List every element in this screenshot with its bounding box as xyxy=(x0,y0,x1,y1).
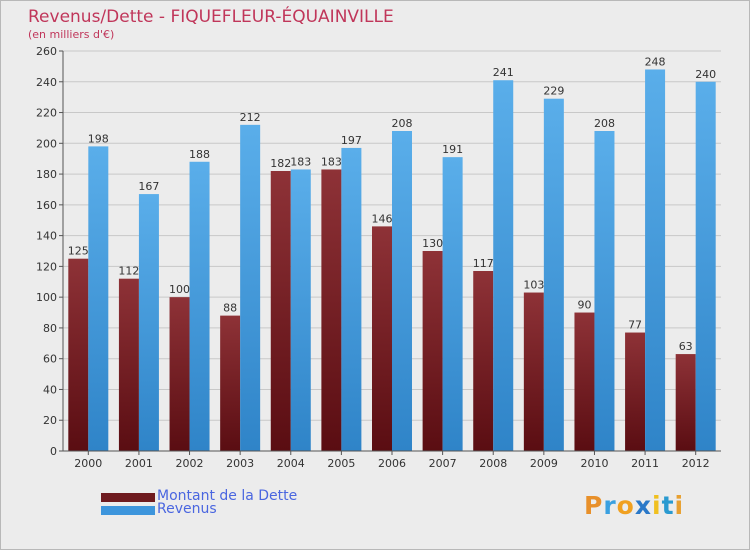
bar-dette xyxy=(422,251,443,451)
bar-dette xyxy=(169,297,190,451)
axes: 0 20 40 60 80 100 120 140 160 180 200 220 240 260 2000… xyxy=(36,45,721,470)
logo-letter: r xyxy=(603,491,617,520)
x-tick-label: 2007 xyxy=(429,457,457,470)
bar-dette xyxy=(372,226,392,451)
logo-letter: o xyxy=(616,491,635,520)
logo-letter: x xyxy=(634,491,652,520)
bar-revenus-value-label: 198 xyxy=(88,132,109,145)
x-tick-label: 2010 xyxy=(580,457,608,470)
bar-revenus-value-label: 208 xyxy=(392,117,413,130)
bar-dette-value-label: 182 xyxy=(270,157,291,170)
y-tick-label: 100 xyxy=(36,291,57,304)
bar-revenus xyxy=(290,169,311,451)
y-tick-label: 140 xyxy=(36,230,57,243)
bar-revenus xyxy=(695,81,716,452)
logo-letter: t xyxy=(661,491,675,520)
bar-revenus-value-label: 183 xyxy=(290,155,311,168)
x-tick-label: 2002 xyxy=(176,457,204,470)
bar-revenus-value-label: 167 xyxy=(138,180,159,193)
bar-dette-value-label: 90 xyxy=(577,299,591,312)
logo-letter: P xyxy=(584,491,604,520)
bar-dette xyxy=(574,312,595,451)
logo-letter: i xyxy=(674,491,685,520)
y-tick-label: 0 xyxy=(50,445,57,458)
bar-dette xyxy=(523,292,544,451)
y-tick-label: 220 xyxy=(36,107,57,120)
bars xyxy=(68,69,716,452)
x-tick-label: 2001 xyxy=(125,457,153,470)
bar-revenus xyxy=(442,157,463,451)
bar-dette xyxy=(68,258,89,451)
bar-revenus-value-label: 208 xyxy=(594,117,615,130)
bar-dette-value-label: 125 xyxy=(68,245,89,258)
bar-dette xyxy=(625,332,646,451)
y-tick-label: 180 xyxy=(36,168,57,181)
legend-label-dette: Montant de la Dette xyxy=(157,488,298,504)
bar-revenus-value-label: 229 xyxy=(543,85,564,98)
proxiti-logo: Proxiti xyxy=(584,491,684,520)
chart-title: Revenus/Dette - FIQUEFLEUR-ÉQUAINVILLE xyxy=(28,7,394,27)
x-tick-label: 2008 xyxy=(479,457,507,470)
y-tick-label: 60 xyxy=(43,353,57,366)
bar-dette-value-label: 183 xyxy=(321,155,342,168)
bar-dette-value-label: 103 xyxy=(523,279,544,292)
bar-dette-value-label: 77 xyxy=(628,319,642,332)
bar-dette xyxy=(321,169,342,451)
bar-revenus-value-label: 240 xyxy=(695,68,716,81)
x-tick-label: 2005 xyxy=(327,457,355,470)
bar-dette-value-label: 63 xyxy=(679,340,693,353)
logo-letter: i xyxy=(652,491,662,520)
chart-subtitle: (en milliers d'€) xyxy=(28,28,115,41)
y-tick-label: 40 xyxy=(43,383,57,396)
y-tick-label: 240 xyxy=(36,76,57,89)
bar-dette xyxy=(675,354,696,451)
y-tick-label: 80 xyxy=(43,322,57,335)
x-tick-label: 2009 xyxy=(530,457,558,470)
bar-revenus xyxy=(543,98,564,451)
x-tick-label: 2004 xyxy=(277,457,305,470)
bar-dette-value-label: 112 xyxy=(118,265,139,278)
bar-dette-value-label: 88 xyxy=(223,302,237,315)
x-tick-label: 2003 xyxy=(226,457,254,470)
bar-revenus-value-label: 248 xyxy=(645,55,666,68)
y-tick-label: 260 xyxy=(36,45,57,58)
bar-revenus xyxy=(493,80,514,451)
y-tick-label: 120 xyxy=(36,260,57,273)
bar-dette xyxy=(118,278,139,451)
bar-revenus-value-label: 191 xyxy=(442,143,463,156)
bar-revenus xyxy=(392,131,412,451)
bar-dette-value-label: 117 xyxy=(473,257,494,270)
bar-dette-value-label: 146 xyxy=(372,212,393,225)
bar-dette-value-label: 100 xyxy=(169,283,190,296)
bar-revenus xyxy=(88,146,109,451)
bar-revenus xyxy=(645,69,666,451)
y-tick-label: 200 xyxy=(36,137,57,150)
bar-revenus-value-label: 212 xyxy=(240,111,261,124)
y-tick-label: 20 xyxy=(43,414,57,427)
bar-dette xyxy=(220,315,241,451)
y-tick-label: 160 xyxy=(36,199,57,212)
bar-revenus xyxy=(240,124,261,451)
bar-revenus-value-label: 197 xyxy=(341,134,362,147)
bar-dette xyxy=(473,271,494,451)
bar-dette xyxy=(270,171,291,451)
legend-swatch-revenus xyxy=(101,506,155,515)
legend-swatch-dette xyxy=(101,493,155,502)
legend-label-revenus: Revenus xyxy=(157,501,217,517)
bar-revenus xyxy=(138,194,159,452)
bar-revenus-value-label: 241 xyxy=(493,66,514,79)
bar-dette-value-label: 130 xyxy=(422,237,443,250)
bar-revenus-value-label: 188 xyxy=(189,148,210,161)
x-tick-label: 2011 xyxy=(631,457,659,470)
x-tick-label: 2012 xyxy=(682,457,710,470)
x-tick-label: 2000 xyxy=(74,457,102,470)
x-tick-label: 2006 xyxy=(378,457,406,470)
bar-revenus xyxy=(594,131,615,451)
bar-revenus xyxy=(189,161,210,451)
bar-revenus xyxy=(341,147,362,451)
